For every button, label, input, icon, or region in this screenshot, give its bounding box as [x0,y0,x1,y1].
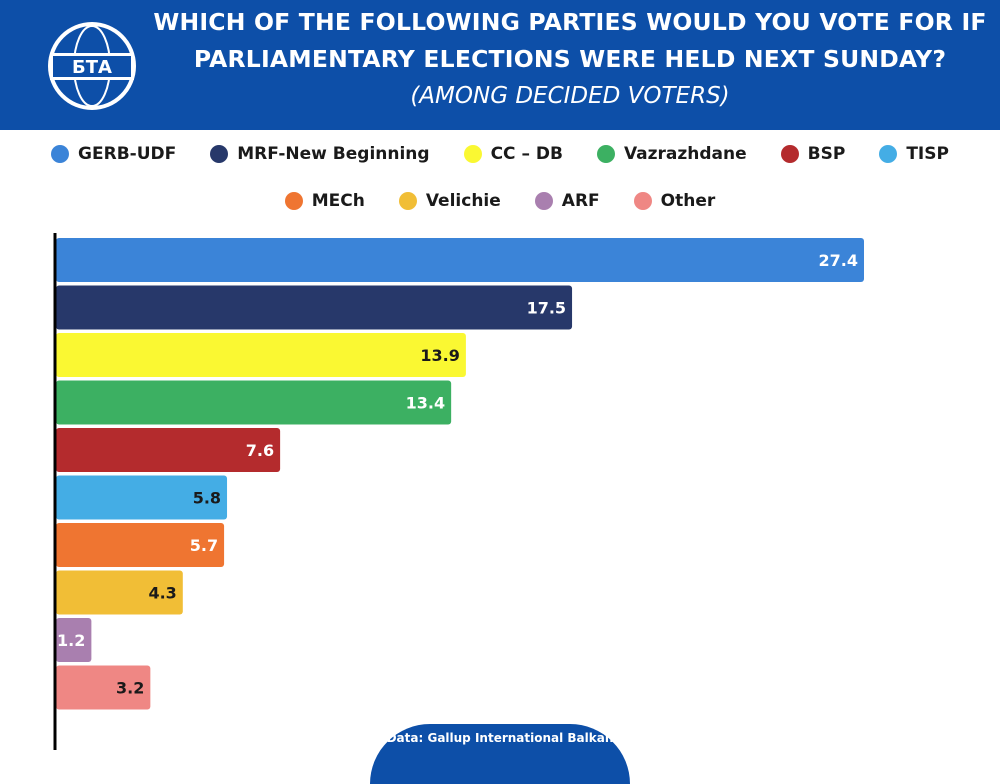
bar-gerb-udf [56,238,864,282]
bar-value-label-tisp: 5.8 [193,489,221,508]
legend-item-vazrazhdane: Vazrazhdane [596,144,747,164]
bar-value-label-mech: 5.7 [190,536,218,555]
bar-value-label-gerb-udf: 27.4 [819,251,858,270]
chart-subtitle: (AMONG DECIDED VOTERS) [410,83,730,109]
legend-dot [596,145,615,163]
legend-item-bsp: BSP [780,144,846,164]
bar-tisp [56,475,228,520]
legend-item-mrf-new-beginning: MRF-New Beginning [210,144,430,164]
legend-dot [463,145,482,163]
legend-item-arf: ARF [534,191,600,211]
legend-dot [398,192,417,210]
bta-logo: БТА [48,22,136,110]
legend-item-mech: MECh [284,191,365,211]
bar-value-label-vazrazhdane: 13.4 [406,394,445,413]
legend-item-cc-db: CC – DB [463,144,563,164]
bar-arf [56,618,92,662]
legend-row-1: GERB-UDF MRF-New Beginning CC – DB Vazra… [0,144,1000,164]
legend-item-tisp: TISP [879,144,949,164]
chart-title-line-2: PARLIAMENTARY ELECTIONS WERE HELD NEXT S… [193,45,947,73]
legend-item-other: Other [633,191,716,211]
bar-value-label-velichie: 4.3 [148,584,176,603]
bar-other [56,665,151,710]
bar-mrf-new-beginning [56,285,573,330]
legend-label: Other [660,191,716,211]
legend-label: Velichie [425,191,501,211]
bar-vazrazhdane [56,380,452,425]
bar-value-label-mrf-new-beginning: 17.5 [527,299,566,318]
bar-value-label-other: 3.2 [116,679,144,698]
source-text: Data: Gallup International Balkan [386,731,614,745]
bar-chart: 27.4 17.5 13.9 13.4 7.6 5.8 5.7 4.3 1.2 3.2 [53,233,864,750]
bar-cc-db [56,333,466,377]
legend-dot [534,192,553,210]
logo-text: БТА [72,57,112,78]
legend-dot [51,145,70,163]
legend-label: GERB-UDF [78,144,177,164]
bar-value-label-cc-db: 13.9 [420,346,459,365]
legend-label: ARF [561,191,600,211]
legend-label: Vazrazhdane [623,144,747,164]
legend-row-2: MECh Velichie ARF Other [0,191,1000,211]
bar-value-label-arf: 1.2 [57,631,85,650]
header-banner: БТА WHICH OF THE FOLLOWING PARTIES WOULD… [0,0,1000,130]
legend-label: CC – DB [490,144,563,164]
legend-item-velichie: Velichie [398,191,501,211]
legend-dot [780,145,799,163]
legend-label: BSP [807,144,846,164]
legend-item-gerb-udf: GERB-UDF [51,144,176,164]
legend-label: MRF-New Beginning [237,144,430,164]
legend-label: TISP [906,144,949,164]
chart-title-line-1: WHICH OF THE FOLLOWING PARTIES WOULD YOU… [153,8,987,36]
bar-bsp [56,428,281,472]
legend-label: MECh [311,191,365,211]
legend-dot [210,145,229,163]
bar-value-label-bsp: 7.6 [246,441,274,460]
legend-dot [879,145,898,163]
legend-dot [633,192,652,210]
bar-velichie [56,570,183,615]
legend-dot [284,192,303,210]
bar-mech [56,523,225,567]
